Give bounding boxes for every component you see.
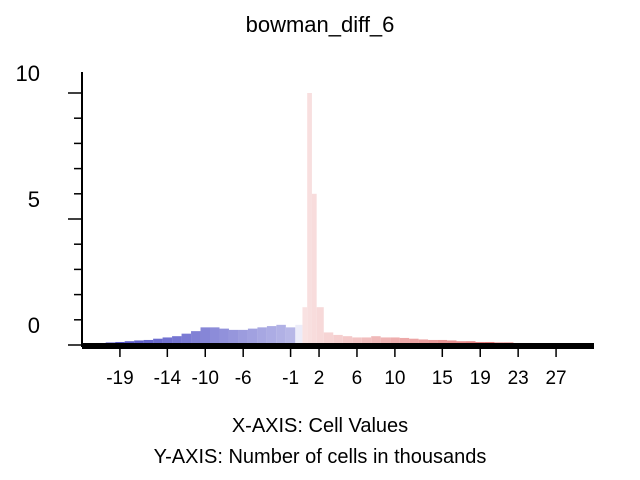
x-tick-label: 15 <box>432 368 453 389</box>
histogram-bar <box>323 332 334 345</box>
histogram-bar <box>134 340 144 345</box>
x-tick-label: 19 <box>470 368 491 389</box>
bars-group <box>86 93 590 345</box>
histogram-bar <box>228 329 239 345</box>
x-tick-label: 10 <box>384 368 405 389</box>
histogram-bar <box>437 339 448 345</box>
histogram-bar <box>316 307 324 345</box>
histogram-bar <box>409 338 419 345</box>
histogram-bar <box>399 337 410 345</box>
x-axis-line <box>82 343 594 349</box>
x-ticks-group: -19 -14 -10 -6 -1 2 6 10 15 19 23 27 <box>106 349 567 389</box>
histogram-bar <box>162 337 173 345</box>
histogram-bar <box>371 336 381 345</box>
y-tick-label: 5 <box>28 187 40 212</box>
histogram-bar <box>295 324 303 345</box>
histogram-bar <box>342 336 353 345</box>
histogram-bar <box>276 324 286 345</box>
chart-title: bowman_diff_6 <box>246 12 395 37</box>
x-axis-label: X-AXIS: Cell Values <box>232 415 408 437</box>
x-tick-label: 23 <box>508 368 529 389</box>
histogram-bar <box>311 193 317 345</box>
histogram-bar <box>333 334 343 345</box>
histogram-bar <box>238 329 248 345</box>
histogram-bar <box>380 337 391 345</box>
histogram-bar <box>181 333 192 345</box>
histogram-bar <box>247 328 258 345</box>
histogram-bar <box>200 327 210 345</box>
x-tick-label: -10 <box>192 368 219 389</box>
x-tick-label: -19 <box>106 368 133 389</box>
histogram-bar <box>418 339 429 345</box>
histogram-bar <box>210 327 220 345</box>
y-axis-label: Y-AXIS: Number of cells in thousands <box>154 446 487 468</box>
x-tick-label: 6 <box>352 368 363 389</box>
x-tick-label: -6 <box>235 368 252 389</box>
histogram-bar <box>361 337 372 345</box>
y-tick-label: 0 <box>28 313 40 338</box>
histogram-bar <box>143 339 154 345</box>
histogram-bar <box>191 331 201 345</box>
histogram-bar <box>219 328 229 345</box>
histogram-bar <box>307 93 312 345</box>
x-tick-label: 27 <box>545 368 566 389</box>
histogram-bar <box>447 340 457 345</box>
histogram-bar <box>266 326 277 345</box>
histogram-bar <box>285 327 296 345</box>
y-tick-label: 10 <box>16 61 40 86</box>
histogram-bar <box>302 307 308 345</box>
x-tick-label: -1 <box>282 368 299 389</box>
y-ticks-group: 0 5 10 <box>16 61 82 346</box>
histogram-bar <box>153 338 163 345</box>
histogram-bar <box>428 339 438 345</box>
histogram-bar <box>352 337 362 345</box>
histogram-bar <box>172 336 182 345</box>
histogram-bar <box>390 337 400 345</box>
x-tick-label: 2 <box>314 368 325 389</box>
x-tick-label: -14 <box>154 368 182 389</box>
histogram-bar <box>257 327 267 345</box>
